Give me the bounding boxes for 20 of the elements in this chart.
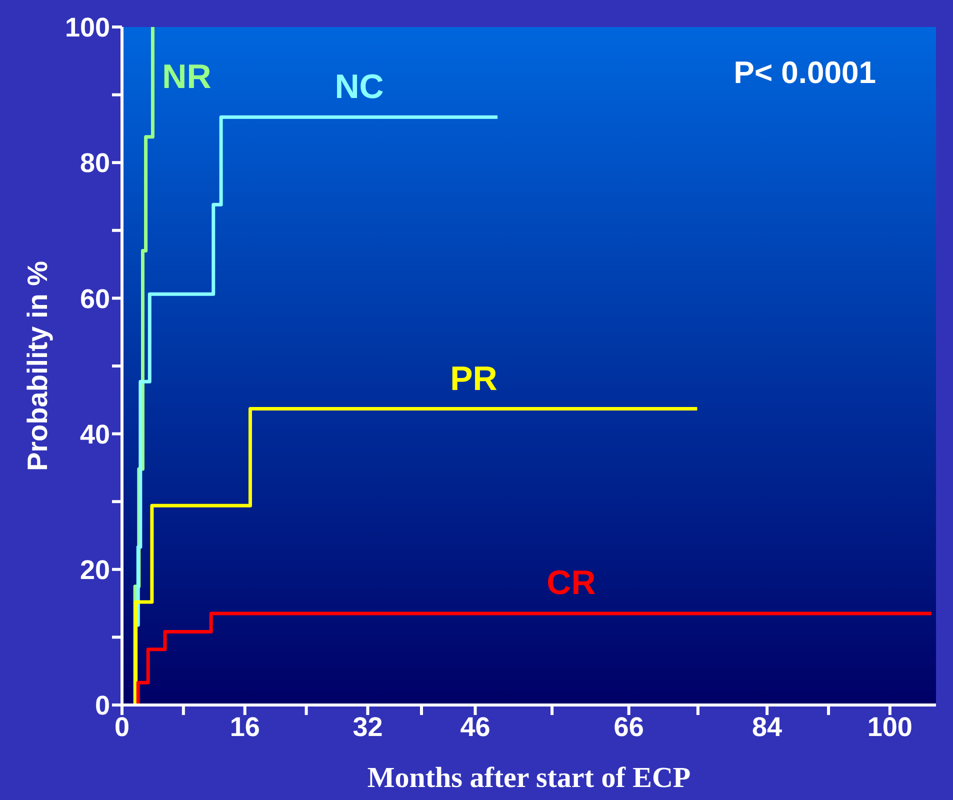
x-tick-label: 100 [867, 712, 912, 742]
x-tick-label: 84 [752, 712, 782, 742]
y-tick-label: 80 [80, 148, 110, 178]
y-axis-title: Probability in % [21, 260, 54, 474]
series-label: NC [334, 68, 385, 106]
x-tick-label: 66 [614, 712, 644, 742]
annotation: P< 0.0001 [734, 55, 876, 91]
x-tick-label: 0 [114, 712, 130, 742]
y-tick-label: 100 [64, 12, 110, 43]
x-axis-title: Months after start of ECP [366, 762, 692, 795]
y-tick-label: 20 [80, 554, 110, 585]
y-tick-label: 60 [80, 284, 110, 314]
x-tick-label: 46 [460, 712, 490, 742]
x-tick-label: 16 [230, 712, 260, 742]
series-label: PR [449, 360, 498, 398]
y-tick-label: 40 [80, 419, 110, 450]
series-label: CR [546, 564, 597, 602]
y-tick-label: 0 [94, 690, 110, 721]
x-tick-label: 32 [352, 712, 383, 742]
series-label: NR [161, 58, 212, 96]
